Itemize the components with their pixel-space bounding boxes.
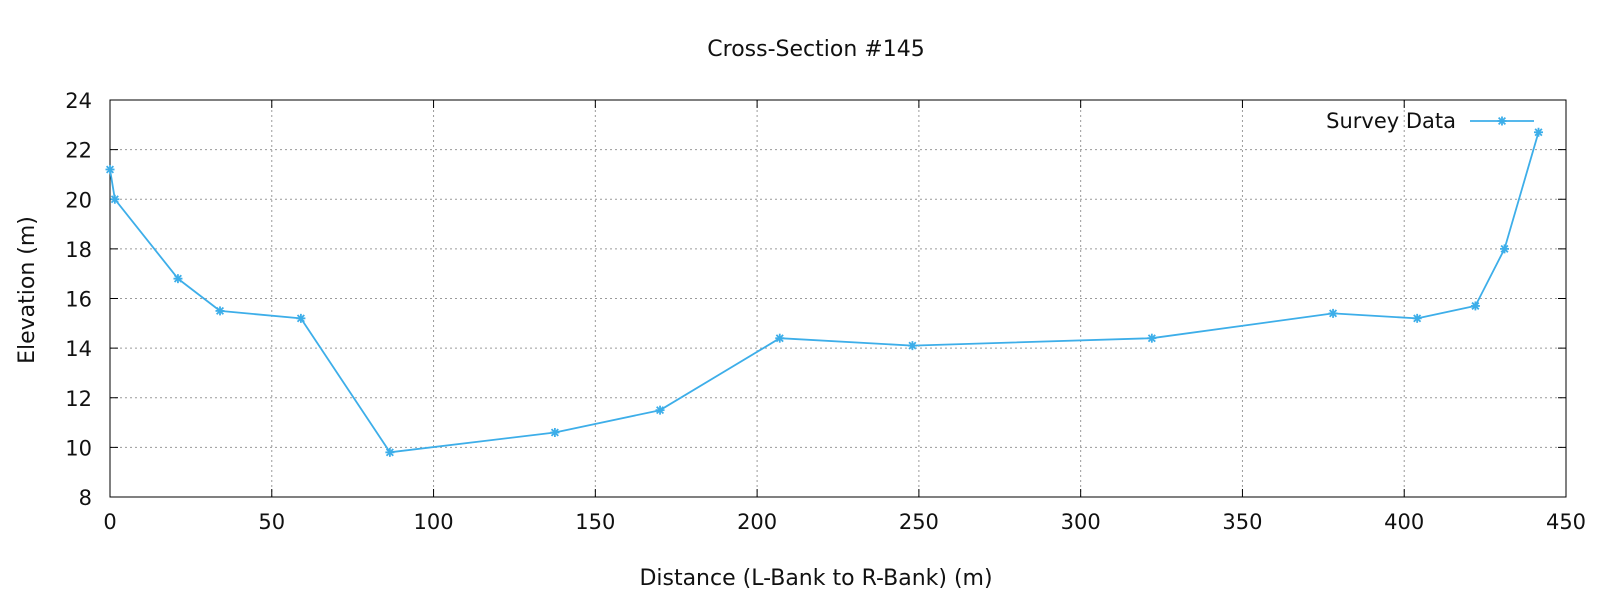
legend: Survey Data: [1326, 109, 1534, 133]
data-point-marker: [1328, 308, 1338, 318]
data-point-marker: [1147, 333, 1157, 343]
x-axis-label: Distance (L-Bank to R-Bank) (m): [639, 566, 992, 591]
y-tick-label: 18: [65, 238, 92, 262]
data-point-marker: [296, 313, 306, 323]
data-point-marker: [215, 306, 225, 316]
y-axis-label: Elevation (m): [15, 216, 40, 364]
axis-ticks: 0 50 100 150 200 250 300 350 400 450 8 10 12 14 16 18 20…: [65, 89, 1586, 534]
x-tick-label: 100: [414, 510, 454, 534]
x-tick-label: 0: [103, 510, 116, 534]
y-tick-label: 24: [65, 89, 92, 113]
y-tick-label: 14: [65, 337, 92, 361]
data-point-marker: [105, 164, 115, 174]
data-point-marker: [1470, 301, 1480, 311]
x-tick-label: 150: [575, 510, 615, 534]
data-point-marker: [1500, 244, 1510, 254]
y-tick-label: 20: [65, 188, 92, 212]
grid-layer: [110, 100, 1566, 497]
legend-label-survey-data: Survey Data: [1326, 109, 1456, 133]
data-point-marker: [655, 405, 665, 415]
series-line-survey-data: [109, 132, 1540, 454]
x-tick-label: 350: [1222, 510, 1262, 534]
chart-title: Cross-Section #145: [707, 37, 924, 62]
data-point-marker: [385, 447, 395, 457]
y-tick-label: 8: [79, 486, 92, 510]
data-point-marker: [775, 333, 785, 343]
x-tick-label: 250: [899, 510, 939, 534]
y-tick-label: 16: [65, 288, 92, 312]
y-tick-label: 22: [65, 139, 92, 163]
series-layer: [105, 127, 1543, 457]
data-point-marker: [1533, 127, 1543, 137]
x-tick-label: 300: [1061, 510, 1101, 534]
legend-marker-sample: [1497, 116, 1507, 126]
y-tick-label: 10: [65, 436, 92, 460]
data-point-marker: [550, 427, 560, 437]
data-point-marker: [110, 194, 120, 204]
data-point-marker: [1412, 313, 1422, 323]
x-tick-label: 200: [737, 510, 777, 534]
data-point-marker: [907, 341, 917, 351]
data-point-marker: [173, 274, 183, 284]
y-tick-label: 12: [65, 387, 92, 411]
x-tick-label: 400: [1384, 510, 1424, 534]
x-tick-label: 450: [1546, 510, 1586, 534]
plot-frame: [109, 99, 1567, 498]
x-tick-label: 50: [258, 510, 285, 534]
